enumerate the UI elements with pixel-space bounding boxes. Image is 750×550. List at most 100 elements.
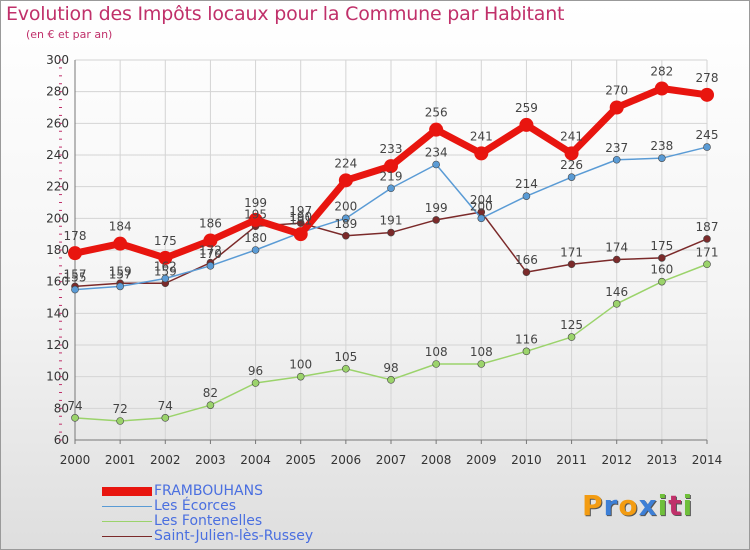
data-label: 171 (560, 245, 583, 259)
logo-letter: t (668, 489, 683, 522)
data-point (658, 254, 666, 262)
x-tick-label: 2005 (285, 453, 316, 467)
data-point (477, 360, 486, 368)
data-label: 233 (380, 142, 403, 156)
data-point (432, 160, 440, 169)
data-label: 245 (696, 128, 719, 142)
data-label: 191 (380, 214, 403, 228)
data-point (654, 81, 669, 96)
data-label: 96 (248, 364, 263, 378)
y-tick-label: 140 (46, 306, 69, 320)
data-point (338, 173, 353, 188)
data-label: 186 (199, 217, 222, 231)
data-label: 98 (383, 361, 398, 375)
data-point (429, 122, 444, 137)
data-label: 270 (605, 84, 628, 98)
data-label: 170 (199, 247, 222, 261)
data-point (293, 227, 308, 242)
chart-title: Evolution des Impôts locaux pour la Comm… (6, 3, 565, 25)
y-tick-label: 240 (46, 148, 69, 162)
data-label: 172 (199, 244, 222, 258)
data-point (567, 260, 576, 269)
chart-subtitle: (en € et par an) (26, 28, 113, 41)
data-label: 234 (425, 146, 448, 160)
data-label: 116 (515, 332, 538, 346)
data-point (609, 100, 624, 115)
data-point (158, 250, 173, 265)
x-tick-label: 2002 (150, 453, 181, 467)
proxiti-logo: Proxiti (582, 489, 693, 522)
data-point (342, 214, 350, 223)
data-label: 187 (696, 220, 719, 234)
data-label: 178 (64, 229, 87, 243)
data-label: 219 (380, 169, 403, 183)
x-tick-label: 2013 (647, 453, 678, 467)
data-point (71, 285, 79, 294)
data-label: 224 (334, 156, 357, 170)
legend-label: Les Fontenelles (154, 513, 263, 529)
data-point (658, 277, 666, 286)
logo-letter: r (603, 489, 619, 522)
data-label: 166 (515, 253, 538, 267)
data-point (700, 87, 714, 102)
data-label: 175 (154, 234, 177, 248)
data-point (296, 372, 305, 381)
data-label: 184 (109, 220, 132, 234)
legend-label: Saint-Julien-lès-Russey (154, 528, 314, 544)
data-label: 105 (334, 350, 357, 364)
data-point (251, 379, 260, 387)
data-label: 174 (605, 241, 628, 255)
data-point (384, 159, 398, 174)
data-label: 125 (560, 318, 583, 332)
data-point (71, 414, 79, 422)
y-tick-label: 260 (46, 116, 69, 130)
data-label: 74 (67, 399, 82, 413)
data-label: 155 (64, 271, 87, 285)
data-point (522, 268, 531, 276)
data-point (432, 360, 440, 368)
y-tick-label: 120 (46, 338, 69, 352)
data-point (203, 233, 218, 248)
data-label: 278 (696, 71, 719, 85)
y-tick-label: 220 (46, 180, 69, 194)
data-label: 195 (244, 207, 267, 221)
y-tick-label: 160 (46, 275, 69, 289)
data-point (387, 376, 395, 384)
data-label: 214 (515, 177, 538, 191)
data-point (116, 282, 124, 291)
y-tick-label: 300 (46, 53, 69, 67)
data-point (432, 216, 440, 224)
data-label: 199 (244, 196, 267, 210)
data-label: 200 (334, 199, 357, 213)
data-point (342, 364, 350, 373)
y-tick-label: 100 (46, 370, 69, 384)
data-label: 175 (650, 239, 673, 253)
data-label: 226 (560, 158, 583, 172)
data-point (612, 255, 621, 264)
y-tick-label: 200 (46, 211, 69, 225)
logo-letter: i (657, 489, 669, 522)
data-label: 190 (289, 210, 312, 224)
data-point (703, 143, 711, 151)
x-tick-label: 2012 (601, 453, 632, 467)
data-label: 241 (470, 129, 493, 143)
data-point (161, 414, 170, 422)
data-point (477, 214, 486, 223)
data-label: 197 (289, 204, 312, 218)
legend-swatch (102, 506, 152, 507)
data-point (522, 347, 531, 356)
data-point (387, 228, 395, 237)
data-point (296, 219, 305, 227)
data-label: 159 (109, 264, 132, 278)
y-tick-label: 280 (46, 85, 69, 99)
logo-letter: x (638, 489, 658, 522)
data-label: 282 (650, 65, 673, 79)
x-tick-label: 2008 (421, 453, 452, 467)
data-point (703, 235, 711, 243)
x-tick-label: 2010 (511, 453, 542, 467)
legend-label: Les Écorces (154, 498, 237, 514)
data-label: 157 (109, 267, 132, 281)
data-point (248, 212, 263, 227)
x-tick-label: 2007 (376, 453, 407, 467)
